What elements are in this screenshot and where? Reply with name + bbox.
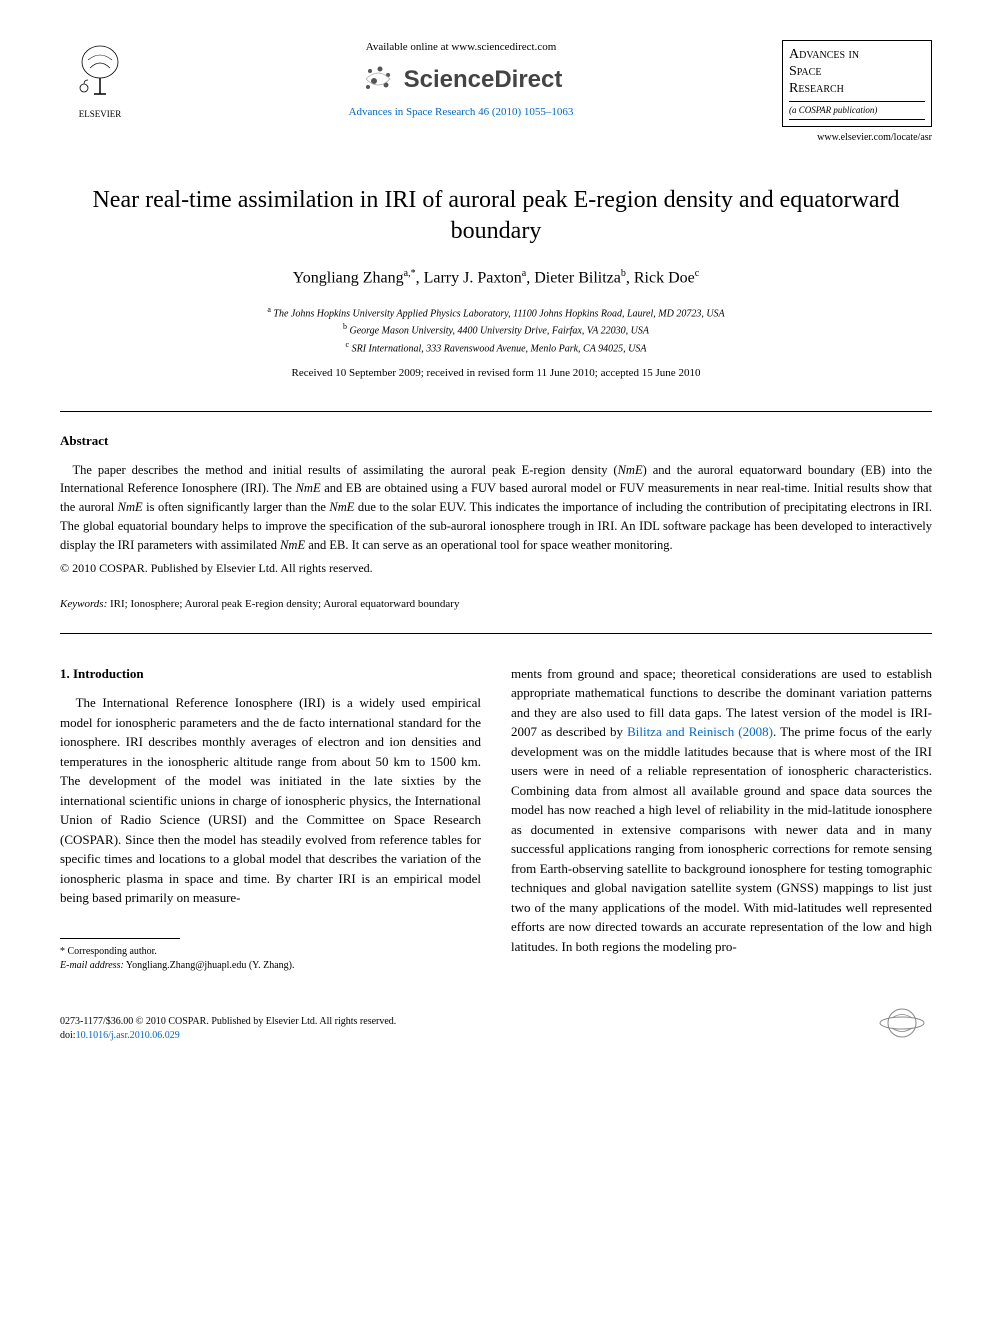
author-2: Larry J. Paxton [424, 270, 522, 287]
journal-box-wrapper: Advances in Space Research (a COSPAR pub… [782, 40, 932, 145]
author-4: Rick Doe [634, 270, 695, 287]
corresponding-author-label: * Corresponding author. [60, 945, 481, 959]
keywords-line: Keywords: IRI; Ionosphere; Auroral peak … [60, 597, 932, 612]
authors-line: Yongliang Zhanga,*, Larry J. Paxtona, Di… [60, 267, 932, 290]
paper-title: Near real-time assimilation in IRI of au… [60, 185, 932, 247]
keywords-label: Keywords: [60, 598, 107, 610]
journal-name-l2: Space [789, 64, 821, 79]
rule-above-abstract [60, 411, 932, 412]
sciencedirect-text: ScienceDirect [404, 63, 563, 97]
page-footer: 0273-1177/$36.00 © 2010 COSPAR. Publishe… [60, 1003, 932, 1043]
keywords-text: IRI; Ionosphere; Auroral peak E-region d… [107, 598, 459, 610]
abstract-heading: Abstract [60, 432, 932, 450]
journal-box: Advances in Space Research (a COSPAR pub… [782, 40, 932, 127]
author-2-aff: a [522, 268, 526, 279]
locate-url: www.elsevier.com/locate/asr [782, 131, 932, 145]
sciencedirect-logo: ScienceDirect [160, 61, 762, 97]
abstract-text: The paper describes the method and initi… [60, 461, 932, 555]
abs-i3: NmE [118, 500, 143, 514]
abs-p1: The paper describes the method and initi… [73, 463, 618, 477]
abs-i2: NmE [296, 481, 321, 495]
doi-link[interactable]: 10.1016/j.asr.2010.06.029 [76, 1030, 180, 1041]
corresponding-name: (Y. Zhang). [246, 960, 294, 971]
author-1-corr: * [411, 268, 416, 279]
affiliation-b: George Mason University, 4400 University… [350, 326, 650, 337]
body-columns: 1. Introduction The International Refere… [60, 664, 932, 973]
author-3-aff: b [621, 268, 626, 279]
footnote-rule [60, 938, 180, 939]
citation-bilitza-reinisch-2008[interactable]: Bilitza and Reinisch (2008) [627, 724, 773, 739]
elsevier-logo: ELSEVIER [60, 40, 140, 120]
affiliation-c: SRI International, 333 Ravenswood Avenue… [352, 343, 647, 354]
column-right: ments from ground and space; theoretical… [511, 664, 932, 973]
email-label: E-mail address: [60, 960, 124, 971]
col2-p2: . The prime focus of the early developme… [511, 724, 932, 954]
abs-i1: NmE [618, 463, 643, 477]
article-dates: Received 10 September 2009; received in … [60, 366, 932, 381]
rule-below-keywords [60, 633, 932, 634]
section-1-para-right: ments from ground and space; theoretical… [511, 664, 932, 957]
journal-reference-link[interactable]: Advances in Space Research 46 (2010) 105… [160, 105, 762, 120]
abs-i5: NmE [280, 538, 305, 552]
footer-left: 0273-1177/$36.00 © 2010 COSPAR. Publishe… [60, 1015, 396, 1043]
affiliation-a: The Johns Hopkins University Applied Phy… [273, 308, 724, 319]
elsevier-tree-icon [70, 40, 130, 100]
abs-i4: NmE [329, 500, 354, 514]
author-3: Dieter Bilitza [534, 270, 621, 287]
journal-name: Advances in Space Research [789, 47, 925, 97]
center-header: Available online at www.sciencedirect.co… [140, 40, 782, 121]
column-left: 1. Introduction The International Refere… [60, 664, 481, 973]
abstract-copyright: © 2010 COSPAR. Published by Elsevier Ltd… [60, 560, 932, 577]
affiliations: a The Johns Hopkins University Applied P… [60, 304, 932, 356]
section-1-heading: 1. Introduction [60, 664, 481, 684]
cospar-logo-icon [872, 1003, 932, 1043]
abs-p6: and EB. It can serve as an operational t… [305, 538, 673, 552]
paper-header: ELSEVIER Available online at www.science… [60, 40, 932, 145]
sciencedirect-swirl-icon [360, 61, 396, 97]
abs-p4: is often significantly larger than the [143, 500, 330, 514]
elsevier-label: ELSEVIER [60, 108, 140, 121]
journal-name-l1: Advances in [789, 47, 859, 62]
footnote-block: * Corresponding author. E-mail address: … [60, 945, 481, 973]
issn-copyright-line: 0273-1177/$36.00 © 2010 COSPAR. Publishe… [60, 1015, 396, 1029]
section-1-para-left: The International Reference Ionosphere (… [60, 693, 481, 908]
doi-label: doi: [60, 1030, 76, 1041]
journal-name-l3: Research [789, 81, 844, 96]
author-1: Yongliang Zhang [293, 270, 404, 287]
corresponding-email[interactable]: Yongliang.Zhang@jhuapl.edu [124, 960, 247, 971]
author-4-aff: c [695, 268, 699, 279]
author-1-aff: a, [404, 268, 411, 279]
available-online-text: Available online at www.sciencedirect.co… [160, 40, 762, 55]
cospar-note: (a COSPAR publication) [789, 101, 925, 120]
